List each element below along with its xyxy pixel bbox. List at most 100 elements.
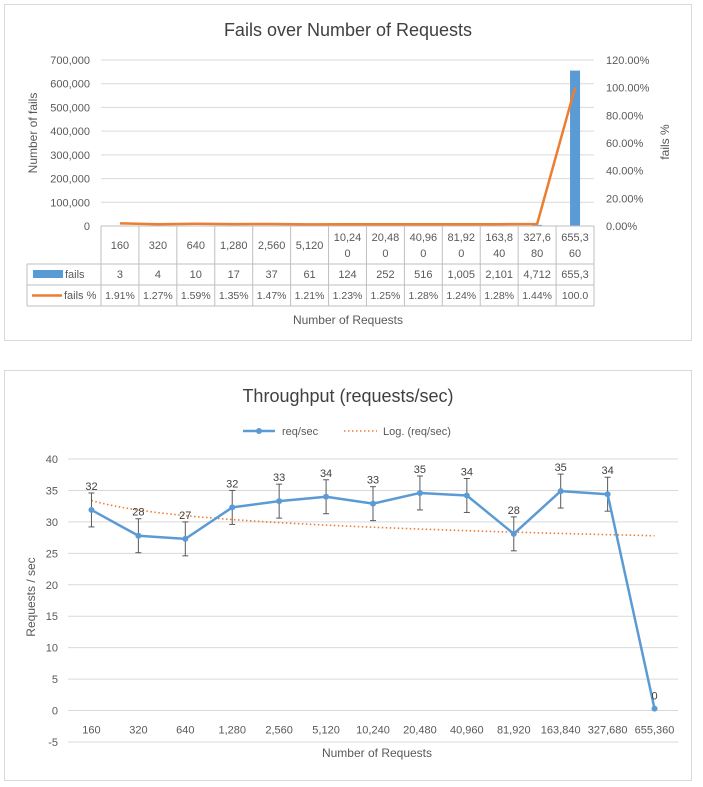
point-req-sec bbox=[651, 705, 658, 712]
line-req-sec bbox=[90, 489, 656, 709]
y-tick-label: 15 bbox=[46, 611, 58, 623]
y2-tick-label: 0.00% bbox=[606, 221, 637, 233]
x-category-label: 81,92 bbox=[448, 232, 476, 244]
table-cell-fails-percent: 1.28% bbox=[408, 290, 438, 302]
chart-title: Fails over Number of Requests bbox=[224, 20, 472, 40]
table-cell-fails-percent: 1.21% bbox=[295, 290, 325, 302]
data-label-req-sec: 33 bbox=[273, 472, 285, 484]
data-label-req-sec: 35 bbox=[414, 464, 426, 476]
y-tick-label: 200,000 bbox=[50, 174, 90, 186]
point-req-sec bbox=[416, 489, 423, 496]
data-label-req-sec: 28 bbox=[508, 505, 520, 517]
y2-tick-label: 80.00% bbox=[606, 110, 644, 122]
table-cell-fails: 2,101 bbox=[485, 269, 513, 281]
bar-fails bbox=[570, 70, 581, 226]
table-cell-fails-percent: 1.47% bbox=[257, 290, 287, 302]
point-req-sec bbox=[276, 498, 283, 505]
throughput-chart: Throughput (requests/sec) req/sec Log. (r… bbox=[24, 386, 678, 760]
y-tick-label: 700,000 bbox=[50, 55, 90, 67]
y-tick-label: 30 bbox=[46, 517, 58, 529]
x-category-label: 163,8 bbox=[485, 232, 513, 244]
legend-label-req-sec: req/sec bbox=[282, 426, 319, 438]
table-cell-fails-percent: 1.27% bbox=[143, 290, 173, 302]
table-cell-fails: 10 bbox=[190, 269, 202, 281]
x-category-label: 20,48 bbox=[372, 232, 400, 244]
bar-fails bbox=[532, 224, 543, 226]
x-tick-label: 1,280 bbox=[218, 724, 246, 736]
chart-title: Throughput (requests/sec) bbox=[242, 386, 453, 406]
data-label-req-sec: 0 bbox=[651, 691, 657, 703]
y-axis-label: Requests / sec bbox=[24, 557, 38, 636]
x-category-label: 40,96 bbox=[410, 232, 438, 244]
y-tick-label: 40 bbox=[46, 454, 58, 466]
table-cell-fails-percent: 1.28% bbox=[484, 290, 514, 302]
line-fails-percent bbox=[119, 87, 577, 226]
table-cell-fails: 1,005 bbox=[448, 269, 476, 281]
legend-marker-req-sec bbox=[256, 428, 262, 434]
y-tick-label: 0 bbox=[52, 706, 58, 718]
x-category-label: 0 bbox=[344, 248, 350, 260]
throughput-chart-panel: Throughput (requests/sec) req/sec Log. (r… bbox=[4, 370, 692, 781]
data-label-req-sec: 27 bbox=[179, 510, 191, 522]
y-tick-label: -5 bbox=[48, 737, 58, 749]
x-category-label: 80 bbox=[531, 248, 543, 260]
x-category-label: 1,280 bbox=[220, 240, 248, 252]
x-tick-label: 20,480 bbox=[403, 724, 437, 736]
table-cell-fails: 4,712 bbox=[523, 269, 551, 281]
legend-label-log-trend: Log. (req/sec) bbox=[383, 426, 451, 438]
point-req-sec bbox=[229, 504, 236, 511]
data-label-req-sec: 33 bbox=[367, 475, 379, 487]
point-req-sec bbox=[323, 493, 330, 500]
data-label-req-sec: 34 bbox=[601, 465, 613, 477]
table-cell-fails: 3 bbox=[117, 269, 123, 281]
table-cell-fails: 61 bbox=[303, 269, 315, 281]
table-cell-fails: 17 bbox=[228, 269, 240, 281]
data-label-req-sec: 32 bbox=[226, 478, 238, 490]
y-tick-label: 20 bbox=[46, 580, 58, 592]
table-cell-fails-percent: 1.91% bbox=[105, 290, 135, 302]
x-category-label: 320 bbox=[149, 240, 167, 252]
x-category-label: 0 bbox=[420, 248, 426, 260]
y-tick-label: 5 bbox=[52, 674, 58, 686]
x-tick-label: 2,560 bbox=[265, 724, 293, 736]
y-tick-label: 100,000 bbox=[50, 197, 90, 209]
y2-tick-label: 100.00% bbox=[606, 83, 650, 95]
y2-axis-label: fails % bbox=[658, 124, 672, 160]
y2-tick-label: 120.00% bbox=[606, 55, 650, 67]
x-category-label: 160 bbox=[111, 240, 129, 252]
table-cell-fails-percent: 1.23% bbox=[333, 290, 363, 302]
x-category-label: 10,24 bbox=[334, 232, 362, 244]
table-cell-fails-percent: 1.24% bbox=[446, 290, 476, 302]
x-axis-label: Number of Requests bbox=[293, 313, 403, 327]
x-category-label: 60 bbox=[569, 248, 581, 260]
x-tick-label: 163,840 bbox=[541, 724, 581, 736]
x-tick-label: 160 bbox=[82, 724, 100, 736]
table-cell-fails: 124 bbox=[338, 269, 356, 281]
x-tick-label: 640 bbox=[176, 724, 194, 736]
point-req-sec bbox=[604, 491, 611, 498]
y-tick-label: 10 bbox=[46, 643, 58, 655]
legend-label-fails: fails bbox=[65, 269, 85, 281]
x-tick-label: 327,680 bbox=[588, 724, 628, 736]
data-label-req-sec: 28 bbox=[132, 507, 144, 519]
x-tick-label: 5,120 bbox=[312, 724, 340, 736]
data-label-req-sec: 35 bbox=[555, 462, 567, 474]
y-tick-label: 25 bbox=[46, 548, 58, 560]
x-category-label: 0 bbox=[382, 248, 388, 260]
y-tick-label: 0 bbox=[84, 221, 90, 233]
x-category-label: 655,3 bbox=[561, 232, 589, 244]
table-cell-fails-percent: 1.35% bbox=[219, 290, 249, 302]
y-tick-label: 35 bbox=[46, 485, 58, 497]
x-tick-label: 655,360 bbox=[635, 724, 675, 736]
fails-chart: Fails over Number of Requests Number of … bbox=[26, 20, 672, 327]
point-req-sec bbox=[370, 500, 376, 507]
x-category-label: 40 bbox=[493, 248, 505, 260]
y-tick-label: 600,000 bbox=[50, 79, 90, 91]
point-req-sec bbox=[88, 506, 95, 513]
point-req-sec bbox=[557, 488, 564, 495]
x-tick-label: 320 bbox=[129, 724, 147, 736]
point-req-sec bbox=[135, 532, 142, 539]
y-tick-label: 400,000 bbox=[50, 126, 90, 138]
x-category-label: 327,6 bbox=[523, 232, 551, 244]
point-req-sec bbox=[510, 530, 517, 537]
